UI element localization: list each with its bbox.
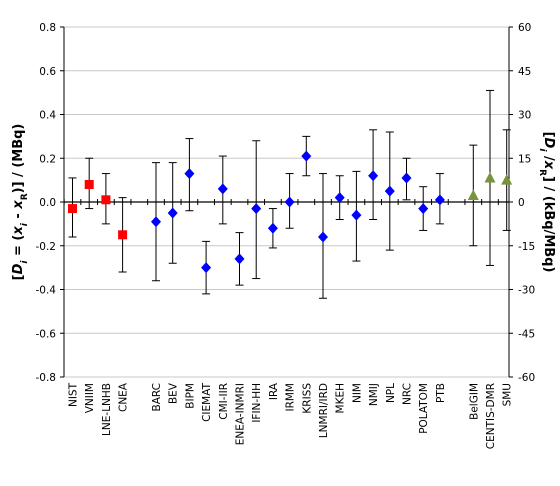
category-label: CENTIS-DMR: [485, 383, 497, 449]
left-tick-label: 0.2: [39, 153, 56, 165]
right-tick-label: 45: [518, 66, 531, 78]
marker-cmi-iir: [217, 183, 228, 195]
right-tick-label: -30: [518, 285, 535, 297]
category-label: NPL: [385, 383, 397, 403]
left-tick-label: 0.6: [39, 66, 56, 78]
category-label: NMIJ: [368, 383, 380, 406]
left-axis-title: [Di = (xi - xR)] / (MBq): [11, 124, 30, 281]
marker-belgim: [467, 189, 479, 200]
category-label: VNIIM: [84, 383, 96, 413]
marker-ptb: [434, 194, 445, 206]
category-label: MKEH: [335, 383, 347, 413]
data-markers: [68, 150, 513, 274]
category-label: PTB: [435, 383, 447, 403]
marker-polatom: [418, 203, 429, 215]
right-tick-label: -60: [518, 372, 535, 384]
marker-irmm: [284, 196, 295, 208]
category-label: LNMRI/IRD: [318, 383, 330, 438]
category-label: NRC: [402, 383, 414, 405]
right-axis-ticks: -60 -45 -30 -15 0 15 30 45 60: [509, 22, 535, 384]
marker-bev: [167, 207, 178, 219]
category-label: SMU: [502, 383, 514, 406]
category-label: LNE-LNHB: [101, 383, 113, 436]
right-tick-label: 15: [518, 153, 531, 165]
left-tick-label: 0.8: [39, 22, 56, 34]
right-axis-title: [Di /xR] / (kBq/MBq): [537, 132, 556, 273]
category-label: CIEMAT: [201, 382, 213, 421]
left-tick-label: -0.2: [36, 241, 57, 253]
right-tick-label: 30: [518, 110, 531, 122]
category-label: CMI-IIR: [218, 383, 230, 420]
marker-nist: [68, 204, 77, 214]
marker-nmij: [368, 170, 379, 182]
marker-centis-dmr: [484, 171, 496, 183]
category-label: IFIN-HH: [251, 383, 263, 423]
left-tick-label: -0.8: [36, 372, 57, 384]
marker-bipm: [184, 168, 195, 180]
right-tick-label: -15: [518, 241, 535, 253]
marker-ira: [267, 222, 278, 234]
category-labels: NIST VNIIM LNE-LNHB CNEA BARC BEV BIPM CIEMAT CM…: [68, 382, 514, 449]
category-label: NIM: [351, 383, 363, 403]
category-label: NIST: [68, 382, 80, 407]
error-bars: [68, 89, 511, 299]
marker-vniim: [84, 180, 94, 189]
marker-cnea: [118, 230, 128, 240]
category-label: POLATOM: [418, 383, 430, 434]
marker-nrc: [401, 172, 412, 184]
right-tick-label: 60: [518, 22, 531, 34]
category-label: BEV: [168, 382, 180, 404]
right-tick-label: -45: [518, 328, 535, 340]
marker-mkeh: [334, 192, 345, 204]
marker-barc: [151, 216, 161, 228]
category-label: BIPM: [184, 383, 196, 409]
category-label: BelGIM: [468, 383, 480, 420]
left-tick-label: 0.4: [39, 110, 56, 122]
marker-ciemat: [201, 262, 212, 274]
marker-smu: [501, 174, 513, 185]
left-tick-label: -0.6: [36, 328, 57, 340]
marker-npl: [384, 185, 395, 197]
category-label: KRISS: [301, 383, 313, 414]
category-label: IRA: [268, 382, 280, 400]
category-label: IRMM: [285, 383, 297, 412]
category-label: ENEA-INMRI: [235, 383, 247, 445]
marker-lnmri-ird: [318, 231, 328, 243]
category-label: BARC: [151, 383, 163, 412]
marker-ifin-hh: [251, 203, 262, 215]
marker-kriss: [301, 150, 312, 162]
marker-lne-lnhb: [101, 195, 111, 205]
right-tick-label: 0: [518, 197, 525, 209]
marker-nim: [351, 209, 362, 221]
left-tick-label: -0.4: [36, 285, 57, 297]
category-label: CNEA: [118, 382, 130, 412]
left-axis-ticks: -0.8 -0.6 -0.4 -0.2 0.0 0.2 0.4 0.6 0.8: [36, 22, 64, 384]
left-tick-label: 0.0: [39, 197, 56, 209]
marker-enea-inmri: [234, 253, 245, 265]
